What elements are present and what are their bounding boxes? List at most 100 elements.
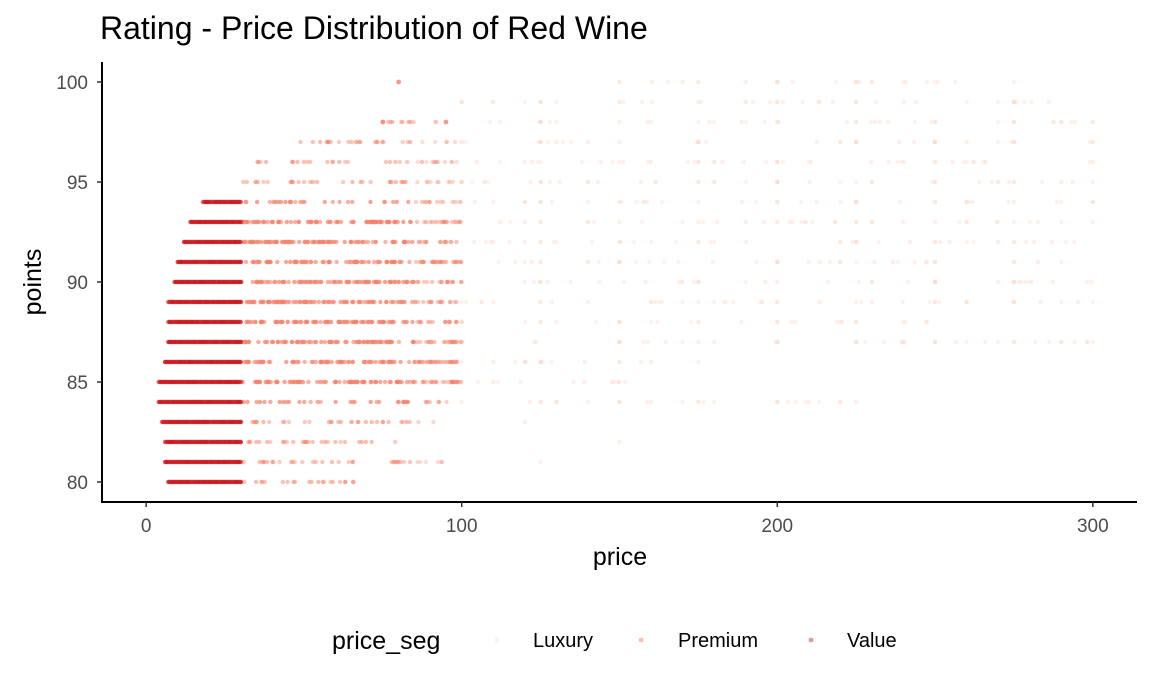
data-point xyxy=(459,399,464,405)
data-point xyxy=(261,219,266,225)
data-point xyxy=(445,219,450,225)
data-point xyxy=(696,139,701,145)
data-point xyxy=(802,219,808,225)
data-point xyxy=(440,299,445,305)
data-point xyxy=(271,199,276,205)
data-point xyxy=(325,139,331,145)
data-point xyxy=(421,379,427,385)
data-point xyxy=(498,119,503,125)
data-point xyxy=(1011,139,1017,145)
data-point xyxy=(406,239,411,245)
data-point xyxy=(288,179,293,185)
data-point xyxy=(434,379,439,385)
data-point xyxy=(712,239,717,245)
data-point xyxy=(330,299,335,305)
data-point xyxy=(238,379,243,385)
data-point xyxy=(459,99,464,105)
data-point xyxy=(696,219,701,225)
data-point xyxy=(710,259,715,265)
data-point xyxy=(1046,99,1052,105)
data-point xyxy=(482,179,487,185)
data-point xyxy=(274,319,279,325)
data-point xyxy=(329,359,334,365)
data-point xyxy=(276,279,282,285)
data-point xyxy=(446,359,452,365)
data-point xyxy=(432,259,437,265)
data-point xyxy=(901,159,907,165)
data-point xyxy=(319,439,324,445)
data-point xyxy=(994,219,999,225)
data-point xyxy=(428,359,433,365)
data-point xyxy=(308,339,314,345)
data-point xyxy=(649,99,655,105)
data-point xyxy=(609,379,614,385)
data-point xyxy=(276,339,281,345)
data-point xyxy=(257,439,262,445)
data-point xyxy=(442,359,448,365)
data-point xyxy=(854,199,859,205)
data-point xyxy=(435,179,440,185)
data-point xyxy=(643,279,648,285)
data-point xyxy=(854,139,859,145)
data-point xyxy=(253,319,258,325)
data-point xyxy=(803,399,808,405)
data-point xyxy=(434,259,439,265)
data-point xyxy=(369,419,374,425)
data-point xyxy=(793,399,798,405)
data-point xyxy=(238,259,243,265)
data-point xyxy=(854,139,859,145)
data-point xyxy=(325,299,331,305)
data-point xyxy=(448,359,453,365)
data-point xyxy=(1029,279,1034,285)
data-point xyxy=(437,259,442,265)
x-tick-label: 200 xyxy=(761,516,793,537)
data-point xyxy=(404,379,410,385)
data-point xyxy=(932,259,938,265)
data-point xyxy=(538,239,543,245)
data-point xyxy=(284,359,289,365)
data-point xyxy=(439,259,444,265)
data-point xyxy=(868,119,874,125)
data-point xyxy=(328,219,333,225)
data-point xyxy=(443,119,449,125)
data-point xyxy=(391,299,396,305)
data-point xyxy=(291,379,297,385)
data-point xyxy=(641,199,646,205)
data-point xyxy=(518,379,523,385)
data-point xyxy=(238,459,243,465)
data-point xyxy=(767,99,772,105)
data-point xyxy=(434,119,439,125)
data-point xyxy=(696,139,701,145)
data-point xyxy=(680,79,685,85)
data-point xyxy=(335,339,341,345)
data-point xyxy=(360,179,365,185)
data-point xyxy=(438,299,443,305)
data-point xyxy=(362,319,367,325)
data-point xyxy=(479,299,484,305)
data-point xyxy=(450,179,456,185)
data-point xyxy=(808,159,814,165)
data-point xyxy=(378,299,383,305)
data-point xyxy=(241,179,246,185)
data-point xyxy=(277,459,282,465)
data-point xyxy=(947,239,952,245)
data-point xyxy=(1011,279,1017,285)
data-point xyxy=(414,259,419,265)
data-point xyxy=(428,339,434,345)
data-point xyxy=(996,339,1001,345)
data-point xyxy=(431,359,436,365)
data-point xyxy=(1059,339,1064,345)
data-point xyxy=(372,139,378,145)
data-point xyxy=(1090,199,1096,205)
legend-title: price_seg xyxy=(332,627,440,655)
data-point xyxy=(370,239,375,245)
data-point xyxy=(996,139,1001,145)
data-point xyxy=(775,119,780,125)
data-point xyxy=(257,399,263,405)
data-point xyxy=(258,319,264,325)
data-point xyxy=(375,139,380,145)
data-point xyxy=(1021,99,1027,105)
data-point xyxy=(422,239,428,245)
data-point xyxy=(903,79,909,85)
data-point xyxy=(1090,139,1096,145)
